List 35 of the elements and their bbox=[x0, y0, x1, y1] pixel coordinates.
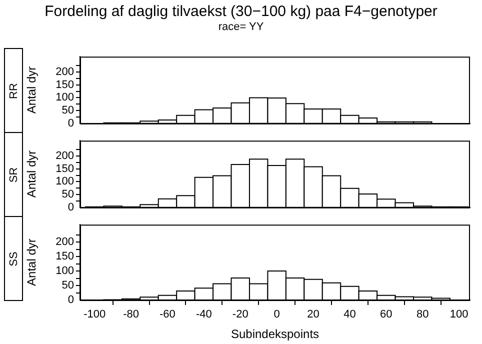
x-tick-label: 80 bbox=[416, 308, 429, 321]
y-tick-label: 150 bbox=[56, 162, 74, 175]
y-axis-title: Antal dyr bbox=[24, 238, 39, 286]
y-tick-label: 150 bbox=[56, 78, 74, 91]
y-tick-label: 200 bbox=[56, 236, 74, 248]
y-tick-label: 100 bbox=[56, 176, 74, 188]
y-tick-label: 0 bbox=[68, 117, 74, 130]
y-tick-label: 200 bbox=[56, 150, 74, 162]
y-tick-label: 200 bbox=[56, 66, 74, 78]
y-tick-label: 100 bbox=[56, 92, 74, 104]
text: SR bbox=[8, 166, 20, 182]
x-tick-label: 0 bbox=[274, 308, 280, 321]
y-tick-label: 0 bbox=[68, 294, 74, 306]
x-tick-label: 40 bbox=[344, 308, 356, 321]
text: SS bbox=[8, 251, 20, 266]
x-tick-label: 100 bbox=[450, 308, 468, 321]
x-tick-label: -60 bbox=[160, 308, 176, 321]
y-axis-title: Antal dyr bbox=[24, 150, 39, 198]
chart-title: Fordeling af daglig tilvaekst (30−100 kg) paa F4−genotyper bbox=[44, 3, 438, 20]
x-tick-label: -100 bbox=[84, 308, 106, 321]
x-tick-label: -80 bbox=[123, 308, 139, 321]
text: RR bbox=[8, 82, 20, 98]
y-tick-label: 50 bbox=[62, 188, 74, 201]
x-tick-label: -20 bbox=[232, 308, 248, 321]
y-tick-label: 150 bbox=[56, 250, 74, 263]
y-axis-title: Antal dyr bbox=[24, 66, 39, 114]
x-tick-label: 60 bbox=[380, 308, 392, 321]
y-tick-label: 50 bbox=[62, 104, 74, 117]
chart-subtitle: race= YY bbox=[217, 21, 265, 33]
y-tick-label: 0 bbox=[68, 201, 74, 214]
y-tick-label: 100 bbox=[56, 265, 74, 278]
x-tick-label: 20 bbox=[307, 308, 320, 321]
x-axis-title: Subindekspoints bbox=[230, 327, 320, 342]
x-tick-label: -40 bbox=[196, 308, 212, 321]
y-tick-label: 50 bbox=[62, 280, 74, 292]
